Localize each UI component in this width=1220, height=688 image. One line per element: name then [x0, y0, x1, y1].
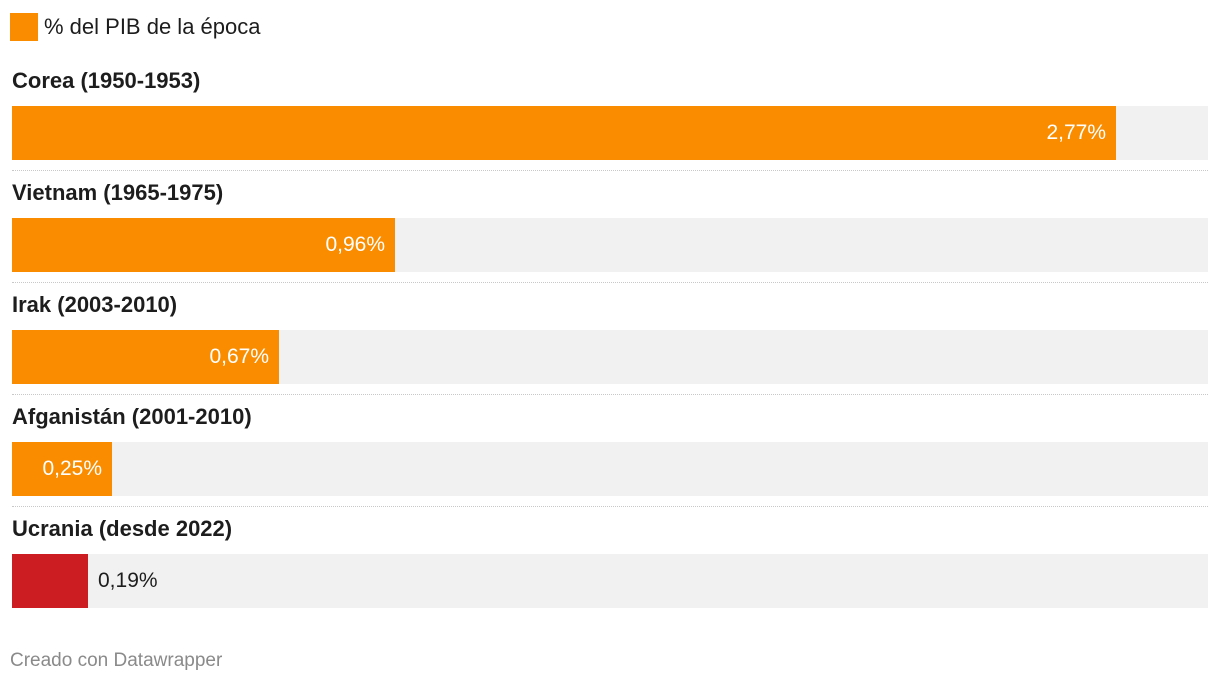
category-label: Irak (2003-2010)	[12, 292, 178, 317]
row-separator	[12, 394, 1208, 395]
value-label: 0,67%	[209, 345, 269, 368]
value-label: 2,77%	[1046, 121, 1106, 144]
legend-swatch	[10, 13, 38, 41]
bar-track: 2,77%	[12, 106, 1208, 160]
legend-label: % del PIB de la época	[44, 14, 261, 39]
category-label: Vietnam (1965-1975)	[12, 180, 224, 205]
bar	[12, 554, 88, 608]
bar	[12, 106, 1116, 160]
value-label: 0,19%	[98, 569, 158, 592]
bar-row: Afganistán (2001-2010) 0,25%	[12, 402, 1208, 514]
bar-track: 0,25%	[12, 442, 1208, 496]
row-separator	[12, 282, 1208, 283]
category-label: Corea (1950-1953)	[12, 68, 201, 93]
row-separator	[12, 170, 1208, 171]
category-label: Ucrania (desde 2022)	[12, 516, 233, 541]
bar-chart: Corea (1950-1953) 2,77% Vietnam (1965-1975…	[12, 66, 1208, 626]
value-label: 0,25%	[42, 457, 102, 480]
bar-track: 0,19%	[12, 554, 1208, 608]
bar-track: 0,67%	[12, 330, 1208, 384]
bar	[12, 218, 395, 272]
value-label: 0,96%	[325, 233, 385, 256]
bar-row: Ucrania (desde 2022) 0,19%	[12, 514, 1208, 626]
bar-track: 0,96%	[12, 218, 1208, 272]
row-separator	[12, 506, 1208, 507]
bar-row: Irak (2003-2010) 0,67%	[12, 290, 1208, 402]
chart-legend: % del PIB de la época	[10, 12, 260, 42]
bar-row: Vietnam (1965-1975) 0,96%	[12, 178, 1208, 290]
credit-text[interactable]: Creado con Datawrapper	[10, 650, 223, 671]
category-label: Afganistán (2001-2010)	[12, 404, 252, 429]
bar-row: Corea (1950-1953) 2,77%	[12, 66, 1208, 178]
bar	[12, 442, 112, 496]
bar	[12, 330, 279, 384]
